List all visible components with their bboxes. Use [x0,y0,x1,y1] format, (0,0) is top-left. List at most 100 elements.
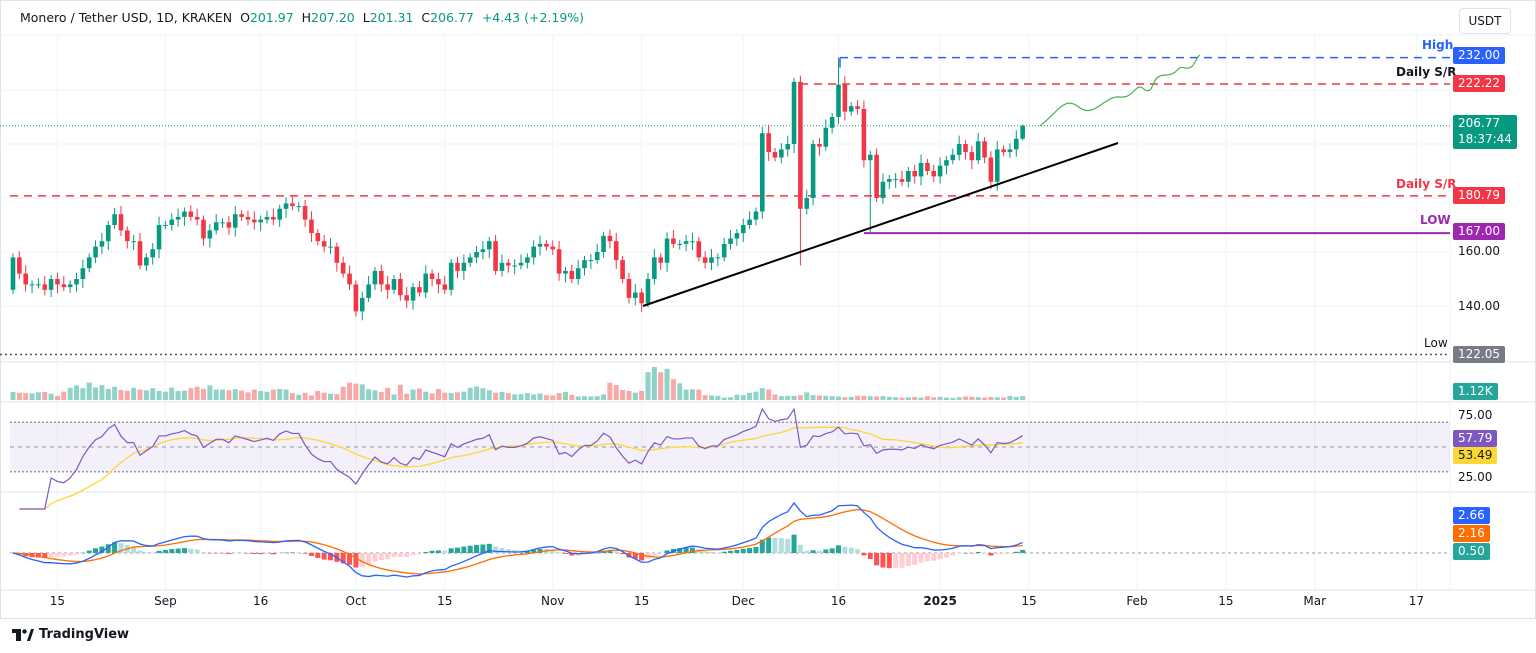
candle-body [994,149,1000,182]
macd-histogram-bar [493,546,499,553]
tradingview-logo[interactable]: TradingView [12,627,129,642]
bar-countdown: 18:37:44 [1458,132,1512,146]
volume-bar [378,392,384,400]
rsi-value-label: 57.79 [1453,430,1498,447]
macd-histogram-bar [48,553,54,558]
volume-bar [226,390,232,400]
macd-histogram-bar [772,537,778,553]
volume-bar [48,393,54,400]
macd-histogram-bar [639,553,645,561]
candle-body [283,203,289,209]
volume-bar [969,396,975,400]
change-value: +4.43 (+2.19%) [481,10,585,25]
macd-histogram-bar [251,553,257,555]
candle-body [747,219,752,225]
volume-bar [778,396,784,400]
symbol-legend: Monero / Tether USD, 1D, KRAKEN O201.97 … [20,10,584,25]
low-value: 201.31 [369,10,414,25]
macd-histogram-bar [455,547,460,553]
projection-path [1039,54,1201,127]
candle-body [290,203,295,207]
candle-body [302,206,308,220]
volume-bar [988,396,994,400]
volume-bar [181,390,187,400]
candle-body [537,243,543,247]
macd-histogram-bar [867,553,873,560]
candle-body [207,230,213,239]
time-label: 15 [1218,594,1234,608]
volume-bar [74,385,79,400]
macd-signal-line [12,508,1023,575]
rsi-tick: 25.00 [1458,470,1493,484]
candle-body [169,219,175,225]
close-value: 206.77 [430,10,474,25]
open-label: O [240,10,250,25]
candle-body [232,214,238,228]
macd-histogram-bar [213,553,219,554]
volume-bar [416,388,422,400]
macd-histogram-bar [150,552,156,554]
volume-bar [372,390,378,400]
volume-bar [874,396,880,400]
volume-bar [93,387,99,400]
volume-bar [207,385,213,400]
volume-bar [156,390,162,400]
volume-bar [696,389,702,400]
candle-body [175,216,181,220]
volume-bar [264,391,270,400]
macd-histogram-bar [569,553,575,556]
macd-histogram-bar [143,552,149,553]
macd-histogram-bar [994,553,1000,555]
sr-upper-price-label: 222.22 [1453,75,1505,92]
candle-body [74,279,79,285]
macd-histogram-bar [461,546,467,553]
volume-bar [740,395,746,400]
candle-body [366,284,371,298]
candle-body [125,230,130,242]
volume-bar [99,385,105,400]
candle-body [664,238,670,263]
volume-bar [575,396,581,400]
macd-histogram-bar [232,553,238,554]
macd-histogram-bar [486,543,492,553]
time-label: 15 [1021,594,1037,608]
volume-bar [435,388,441,400]
high-price-label: 232.00 [1453,47,1505,64]
symbol-title: Monero / Tether USD, 1D, KRAKEN [20,10,233,25]
candle-body [220,222,225,224]
macd-histogram-bar [366,553,372,565]
candle-body [874,154,879,198]
candle-body [480,249,486,252]
currency-button[interactable]: USDT [1459,8,1511,34]
candle-body [944,160,949,166]
candle-body [86,257,92,269]
volume-bar [785,395,791,400]
volume-bar [791,395,797,400]
volume-bar [543,395,549,400]
candle-body [506,262,511,266]
macd-histogram-bar [258,553,264,555]
macd-histogram-bar [620,553,626,555]
candle-body [239,214,244,217]
macd-histogram-bar [861,553,867,556]
volume-bar [639,390,645,400]
candle-body [493,241,498,271]
volume-bar [493,392,499,400]
candle-body [512,265,517,267]
candle-body [525,257,530,263]
macd-histogram-bar [937,553,943,560]
candle-body [645,279,651,304]
volume-bar [924,396,930,400]
candle-body [791,81,797,144]
macd-histogram-bar [404,553,410,557]
candle-body [823,127,829,147]
volume-bar [86,382,92,400]
volume-bar [721,397,727,400]
candle-body [455,262,460,271]
volume-bar [112,386,118,400]
macd-histogram-bar [658,553,664,554]
candle-body [163,225,168,226]
low-line-price-label: 167.00 [1453,223,1505,240]
